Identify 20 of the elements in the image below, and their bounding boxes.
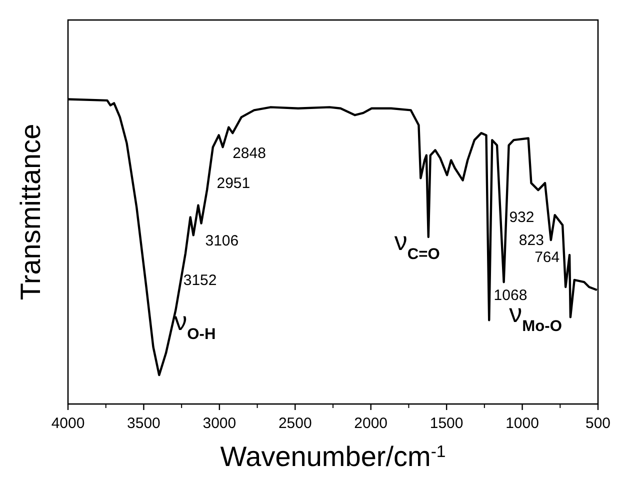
x-tick-label: 3000 — [202, 415, 236, 432]
x-tick-label: 2000 — [354, 415, 388, 432]
annotation: 2951 — [216, 175, 250, 192]
x-tick-label: 1500 — [430, 415, 464, 432]
x-tick-label: 1000 — [506, 415, 539, 432]
annotation: 1068 — [494, 287, 528, 304]
x-tick-label: 500 — [585, 415, 611, 432]
annotation: 764 — [534, 248, 560, 266]
x-tick-label: 2500 — [278, 415, 312, 432]
annotation: 932 — [509, 209, 534, 226]
annotation: 2848 — [232, 145, 266, 162]
annotation: ν$_{C=O}$ — [394, 226, 440, 262]
x-tick-label: 4000 — [51, 415, 85, 432]
annotation: 3106 — [205, 232, 239, 250]
annotation: 823 — [518, 232, 544, 250]
x-tick-label: 3500 — [127, 415, 160, 432]
y-axis-title: Transmittance — [15, 124, 46, 300]
x-axis-title: Wavenumber/cm$^{-1}$ — [220, 441, 446, 472]
annotation: ν$_{O-H}$ — [174, 306, 216, 343]
annotation: 3152 — [183, 272, 217, 290]
